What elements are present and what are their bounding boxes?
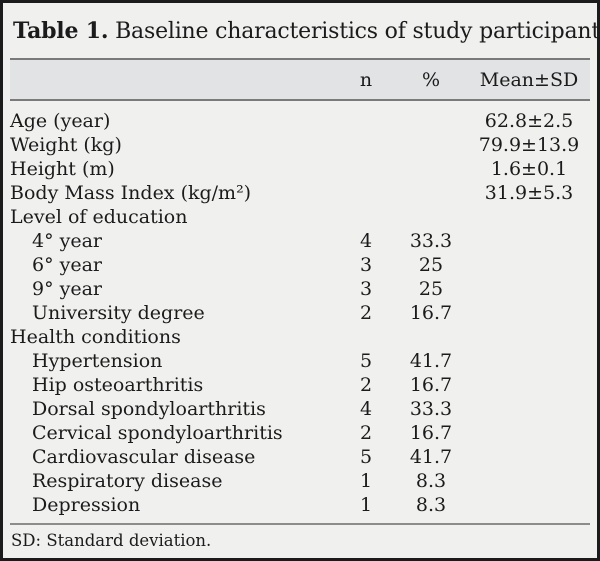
cell-mean: 62.8±2.5 (484, 110, 574, 132)
table-row: Depression 1 8.3 (10, 493, 590, 523)
row-label: 9° year (32, 278, 103, 300)
cell-pct: 16.7 (409, 302, 453, 324)
header-row: n % Mean±SD (10, 59, 590, 100)
header-percent: % (421, 68, 441, 91)
table-row: Hypertension 5 41.7 (10, 349, 590, 373)
row-label: Hip osteoarthritis (32, 374, 204, 396)
table-group-row: Level of education (10, 205, 590, 229)
table-row: Hip osteoarthritis 2 16.7 (10, 373, 590, 397)
cell-mean (468, 277, 590, 301)
row-label: 6° year (32, 254, 103, 276)
cell-n (338, 325, 394, 349)
row-label: Respiratory disease (32, 470, 223, 492)
row-label: University degree (32, 302, 205, 324)
cell-n (338, 100, 394, 133)
table-row: University degree 2 16.7 (10, 301, 590, 325)
cell-pct: 16.7 (409, 422, 453, 444)
cell-mean (468, 445, 590, 469)
table-group-row: Health conditions (10, 325, 590, 349)
cell-n: 4 (359, 398, 373, 420)
table-footnote: SD: Standard deviation. (10, 523, 590, 552)
cell-mean (468, 493, 590, 523)
cell-n: 2 (359, 374, 373, 396)
row-label: Health conditions (10, 326, 181, 348)
cell-mean (468, 325, 590, 349)
table-row: Respiratory disease 1 8.3 (10, 469, 590, 493)
table-row: Age (year) 62.8±2.5 (10, 100, 590, 133)
cell-n: 2 (359, 422, 373, 444)
cell-pct: 25 (418, 278, 444, 300)
row-label: Weight (kg) (10, 134, 122, 156)
row-label: Body Mass Index (kg/m²) (10, 182, 252, 204)
cell-pct: 33.3 (409, 230, 453, 252)
row-label: Cervical spondyloarthritis (32, 422, 283, 444)
cell-n: 1 (359, 494, 373, 516)
cell-pct: 33.3 (409, 398, 453, 420)
table-title: Table 1. Baseline characteristics of stu… (13, 16, 597, 47)
row-label: Dorsal spondyloarthritis (32, 398, 266, 420)
header-n: n (359, 68, 373, 91)
cell-n (338, 157, 394, 181)
cell-mean (468, 349, 590, 373)
cell-pct (394, 133, 468, 157)
cell-pct: 25 (418, 254, 444, 276)
cell-mean (468, 301, 590, 325)
cell-mean (468, 229, 590, 253)
cell-n: 1 (359, 470, 373, 492)
header-blank (10, 59, 338, 100)
row-label: Height (m) (10, 158, 115, 180)
row-label: Depression (32, 494, 141, 516)
cell-mean: 31.9±5.3 (484, 182, 574, 204)
table-row: 6° year 3 25 (10, 253, 590, 277)
table-row: Weight (kg) 79.9±13.9 (10, 133, 590, 157)
table-row: Dorsal spondyloarthritis 4 33.3 (10, 397, 590, 421)
table-number: Table 1. (13, 18, 109, 44)
cell-n: 2 (359, 302, 373, 324)
row-label: Age (year) (10, 110, 111, 132)
row-label: Cardiovascular disease (32, 446, 256, 468)
cell-pct (394, 100, 468, 133)
cell-pct: 41.7 (409, 446, 453, 468)
cell-pct: 16.7 (409, 374, 453, 396)
cell-mean (468, 205, 590, 229)
cell-pct (394, 157, 468, 181)
cell-pct (394, 325, 468, 349)
row-label: 4° year (32, 230, 103, 252)
cell-mean (468, 253, 590, 277)
table-row: 4° year 4 33.3 (10, 229, 590, 253)
cell-n (338, 133, 394, 157)
cell-n: 3 (359, 278, 373, 300)
cell-n (338, 181, 394, 205)
cell-n: 5 (359, 446, 373, 468)
row-label: Hypertension (32, 350, 163, 372)
cell-pct (394, 181, 468, 205)
cell-mean (468, 397, 590, 421)
table-row: Cardiovascular disease 5 41.7 (10, 445, 590, 469)
table-row: Cervical spondyloarthritis 2 16.7 (10, 421, 590, 445)
cell-pct (394, 205, 468, 229)
cell-mean (468, 421, 590, 445)
table-body: Age (year) 62.8±2.5 Weight (kg) 79.9±13.… (10, 100, 590, 523)
table-header: n % Mean±SD (10, 59, 590, 100)
cell-mean: 79.9±13.9 (478, 134, 580, 156)
cell-mean (468, 469, 590, 493)
cell-n: 3 (359, 254, 373, 276)
cell-pct: 8.3 (415, 470, 447, 492)
cell-pct: 41.7 (409, 350, 453, 372)
baseline-characteristics-table: n % Mean±SD Age (year) 62.8±2.5 Weight (… (10, 58, 590, 523)
cell-n: 4 (359, 230, 373, 252)
row-label: Level of education (10, 206, 188, 228)
cell-mean (468, 373, 590, 397)
table-row: 9° year 3 25 (10, 277, 590, 301)
header-mean-sd: Mean±SD (479, 68, 579, 91)
cell-mean: 1.6±0.1 (490, 158, 568, 180)
table-row: Height (m) 1.6±0.1 (10, 157, 590, 181)
cell-n (338, 205, 394, 229)
table-caption: Baseline characteristics of study partic… (108, 19, 600, 44)
table-row: Body Mass Index (kg/m²) 31.9±5.3 (10, 181, 590, 205)
cell-pct: 8.3 (415, 494, 447, 516)
cell-n: 5 (359, 350, 373, 372)
